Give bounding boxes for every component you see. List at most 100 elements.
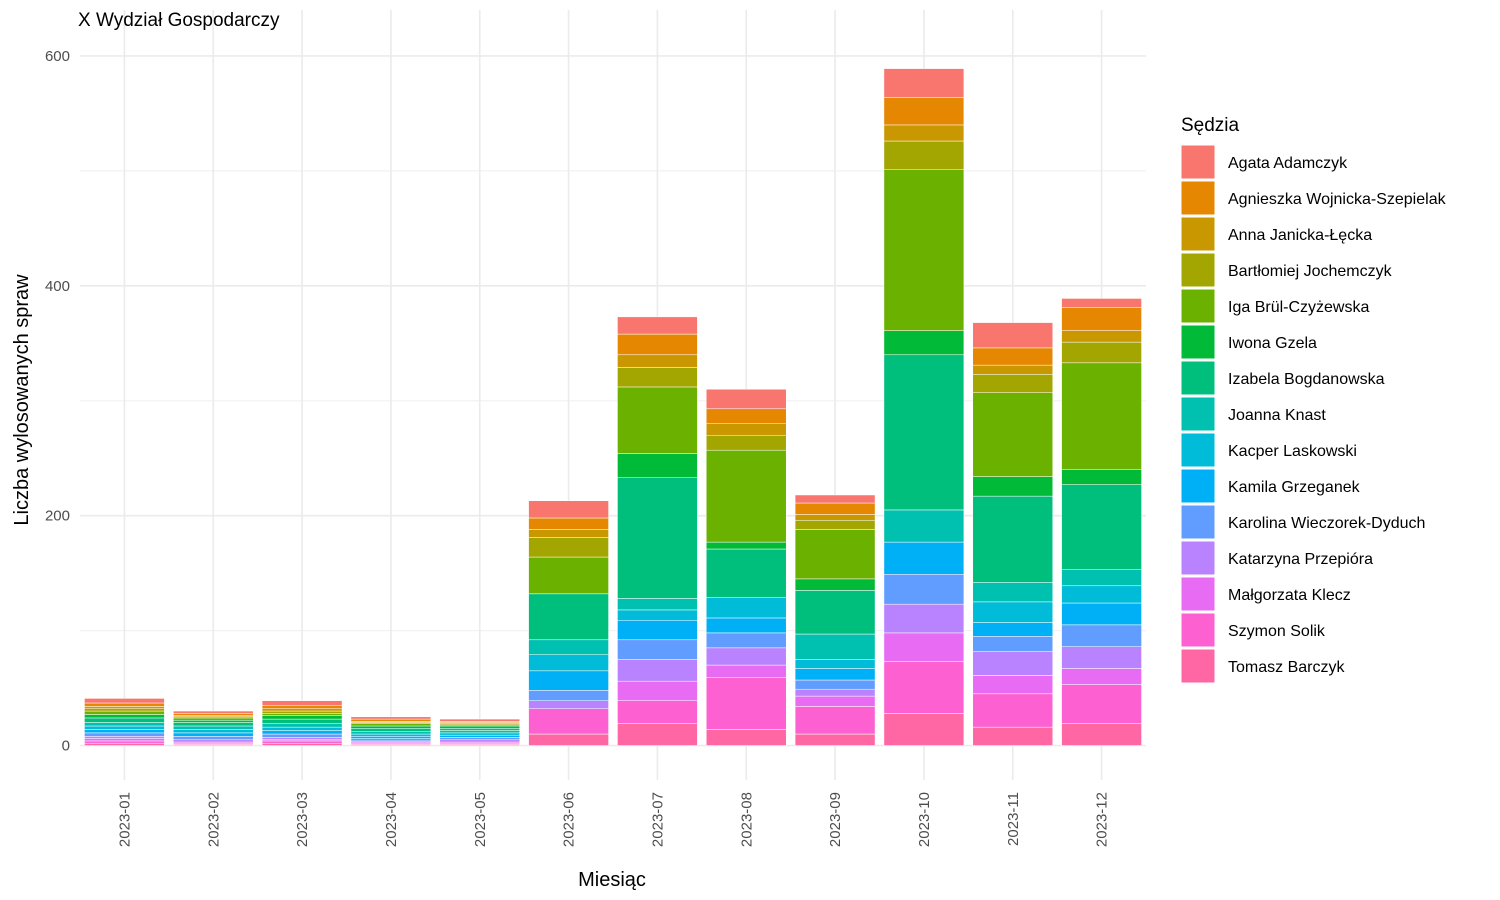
bar-segment-kamila-grzeganek — [1061, 602, 1142, 626]
legend-label: Anna Janicka-Łęcka — [1228, 227, 1372, 244]
legend-swatch — [1180, 396, 1216, 432]
bar-segment-iwona-gzela — [350, 725, 432, 729]
legend-swatch — [1180, 216, 1216, 252]
bar-segment-agata-adamczyk — [261, 700, 343, 706]
bar-segment-anna-janicka-lecka — [84, 706, 165, 709]
bar-segment-kamila-grzeganek — [883, 541, 965, 575]
bar-segment-tomasz-barczyk — [528, 733, 609, 746]
bar-segment-iga-brul-czyzewska — [528, 556, 609, 595]
bar-segment-malgorzata-klecz — [706, 664, 787, 678]
legend-label: Katarzyna Przepióra — [1228, 551, 1373, 568]
bar-stack-2023-09 — [794, 494, 876, 746]
x-tick-label: 2023-07 — [649, 792, 666, 847]
bar-segment-agnieszka-wojnicka-szepielak — [261, 705, 343, 709]
bar-segment-joanna-knast — [350, 731, 432, 735]
bar-segment-agata-adamczyk — [706, 389, 787, 410]
x-tick-label: 2023-09 — [827, 792, 844, 847]
bar-segment-karolina-wieczorek-dyduch — [173, 736, 254, 741]
bar-segment-agata-adamczyk — [972, 322, 1053, 349]
bar-segment-izabela-bogdanowska — [84, 717, 165, 723]
bar-segment-iga-brul-czyzewska — [1061, 362, 1142, 470]
legend-title: Sędzia — [1181, 115, 1240, 136]
bar-segment-malgorzata-klecz — [1061, 668, 1142, 685]
legend-label: Joanna Knast — [1228, 407, 1326, 424]
bar-segment-iga-brul-czyzewska — [350, 723, 432, 727]
x-tick-label: 2023-08 — [738, 792, 755, 847]
y-tick-label: 600 — [45, 48, 70, 65]
legend-item-agata-adamczyk: Agata Adamczyk — [1180, 144, 1348, 180]
bar-segment-kamila-grzeganek — [350, 736, 432, 739]
bar-segment-bartlomiej-jochemczyk — [528, 537, 609, 558]
bar-segment-karolina-wieczorek-dyduch — [972, 636, 1053, 652]
bar-segment-joanna-knast — [617, 598, 698, 611]
bar-segment-kamila-grzeganek — [439, 734, 520, 738]
bar-segment-tomasz-barczyk — [617, 723, 698, 746]
bar-segment-iwona-gzela — [883, 330, 965, 356]
bar-segment-anna-janicka-lecka — [617, 354, 698, 368]
legend-item-iwona-gzela: Iwona Gzela — [1180, 324, 1317, 360]
bar-segment-joanna-knast — [972, 582, 1053, 603]
bar-segment-kacper-laskowski — [1061, 585, 1142, 604]
bar-segment-karolina-wieczorek-dyduch — [84, 732, 165, 737]
y-axis-title: Liczba wylosowanych spraw — [11, 274, 33, 526]
bar-segment-karolina-wieczorek-dyduch — [350, 738, 432, 742]
bar-segment-karolina-wieczorek-dyduch — [706, 632, 787, 649]
bar-segment-iwona-gzela — [794, 578, 876, 591]
bar-segment-katarzyna-przepiora — [173, 739, 254, 743]
bar-segment-kamila-grzeganek — [261, 730, 343, 735]
bar-segment-anna-janicka-lecka — [528, 529, 609, 538]
bar-segment-szymon-solik — [1061, 684, 1142, 724]
x-tick-label: 2023-01 — [116, 792, 133, 847]
bar-stack-2023-12 — [1061, 298, 1142, 746]
bar-segment-anna-janicka-lecka — [972, 364, 1053, 375]
bar-segment-joanna-knast — [261, 723, 343, 728]
bar-segment-kacper-laskowski — [617, 609, 698, 621]
x-tick-label: 2023-06 — [561, 792, 578, 847]
legend-swatch — [1180, 180, 1216, 216]
legend-swatch — [1180, 540, 1216, 576]
bar-segment-kacper-laskowski — [439, 732, 520, 736]
bar-segment-agnieszka-wojnicka-szepielak — [1061, 307, 1142, 331]
bar-segment-agnieszka-wojnicka-szepielak — [84, 702, 165, 707]
bar-segment-iwona-gzela — [706, 541, 787, 550]
bar-segment-karolina-wieczorek-dyduch — [261, 733, 343, 738]
legend-label: Karolina Wieczorek-Dyduch — [1228, 515, 1425, 532]
bar-segment-malgorzata-klecz — [794, 695, 876, 707]
legend-swatch — [1180, 576, 1216, 612]
bar-segment-karolina-wieczorek-dyduch — [617, 639, 698, 660]
bar-segment-agata-adamczyk — [794, 494, 876, 504]
bar-segment-iwona-gzela — [173, 719, 254, 723]
x-axis-title: Miesiąc — [578, 869, 646, 891]
bar-segment-kacper-laskowski — [706, 597, 787, 619]
bar-segment-iga-brul-czyzewska — [617, 386, 698, 454]
x-tick-label: 2023-04 — [383, 792, 400, 847]
legend-swatch — [1180, 648, 1216, 684]
bar-segment-katarzyna-przepiora — [528, 700, 609, 709]
bar-segment-izabela-bogdanowska — [173, 722, 254, 727]
bar-segment-kamila-grzeganek — [794, 668, 876, 681]
bar-segment-kacper-laskowski — [794, 659, 876, 669]
bar-segment-agata-adamczyk — [617, 316, 698, 335]
chart-title: X Wydział Gospodarczy — [78, 10, 280, 31]
bar-segment-izabela-bogdanowska — [794, 590, 876, 635]
bar-segment-kamila-grzeganek — [173, 732, 254, 737]
bar-segment-agata-adamczyk — [883, 68, 965, 98]
bar-segment-bartlomiej-jochemczyk — [972, 374, 1053, 393]
bar-segment-joanna-knast — [883, 509, 965, 543]
bar-segment-szymon-solik — [706, 677, 787, 730]
bar-segment-kacper-laskowski — [972, 601, 1053, 623]
bar-segment-anna-janicka-lecka — [261, 708, 343, 712]
y-tick-label: 0 — [62, 738, 70, 755]
bar-segment-iga-brul-czyzewska — [261, 713, 343, 716]
bar-segment-joanna-knast — [84, 722, 165, 727]
bar-segment-agnieszka-wojnicka-szepielak — [350, 718, 432, 722]
bar-segment-iwona-gzela — [84, 714, 165, 719]
bar-segment-kacper-laskowski — [528, 654, 609, 672]
bar-segment-anna-janicka-lecka — [706, 423, 787, 436]
bar-segment-katarzyna-przepiora — [84, 736, 165, 739]
bar-segment-kacper-laskowski — [173, 729, 254, 734]
bar-segment-karolina-wieczorek-dyduch — [439, 737, 520, 741]
bar-segment-joanna-knast — [439, 730, 520, 734]
legend-swatch — [1180, 144, 1216, 180]
x-tick-label: 2023-12 — [1094, 792, 1111, 847]
